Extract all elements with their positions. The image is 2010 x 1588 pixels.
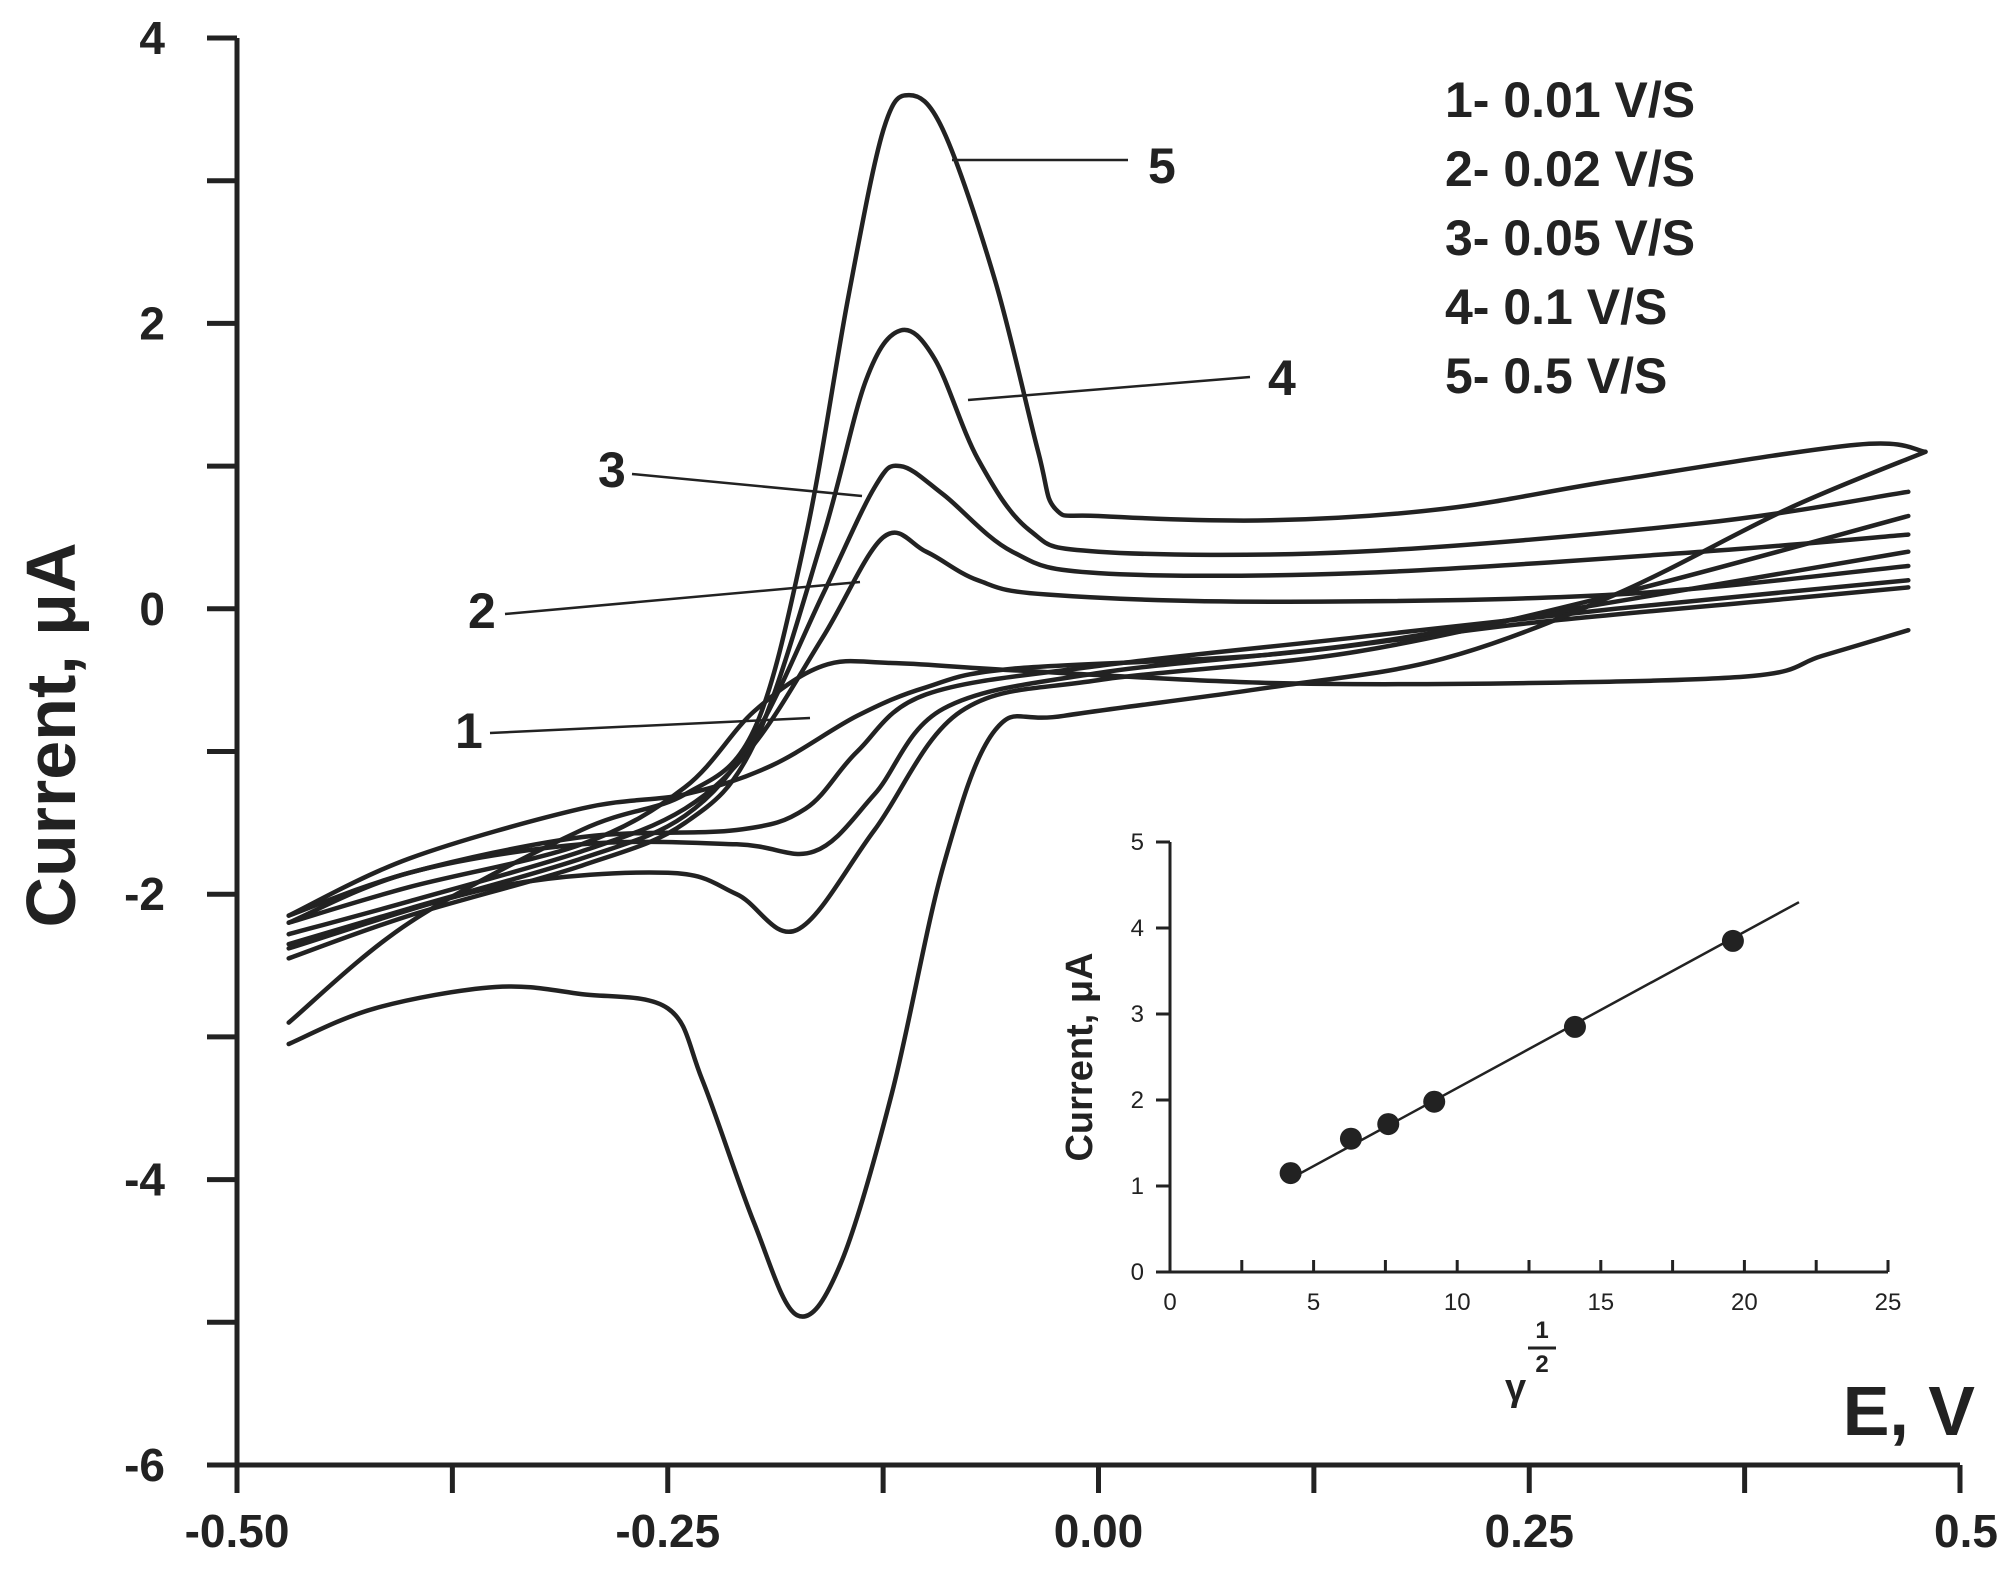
- inset-data-point: [1339, 1127, 1362, 1150]
- inset-x-tick-label: 25: [1875, 1289, 1902, 1316]
- curve-4-forward: [286, 327, 1911, 961]
- y-tick-label: -6: [124, 1439, 165, 1491]
- inset-y-tick-label: 1: [1131, 1173, 1144, 1200]
- legend-entry: 1- 0.01 V/S: [1445, 72, 1695, 128]
- legend: 1- 0.01 V/S 2- 0.02 V/S 3- 0.05 V/S 4- 0.1 …: [1445, 72, 1695, 404]
- inset-x-tick-label: 15: [1587, 1289, 1614, 1316]
- x-tick-label: 0.5: [1934, 1505, 1998, 1557]
- y-tick-label: -2: [124, 868, 165, 920]
- curve-1-reverse: [286, 585, 1911, 918]
- y-tick-label: 4: [139, 12, 165, 64]
- leader-line-3: [631, 472, 863, 498]
- curve-2-forward: [286, 530, 1911, 937]
- inset-x-exponent-numerator: 1: [1535, 1317, 1548, 1344]
- curve-5-forward: [286, 92, 1928, 1025]
- inset-data-point: [1563, 1015, 1586, 1038]
- curve-5-reverse: [286, 449, 1928, 1319]
- main-axes: -0.50 -0.25 0.00 0.25 0.5 -6 -4 -2 0 2 4 Current, μ…: [12, 12, 1998, 1557]
- inset-data-point: [1721, 929, 1744, 952]
- inset-x-tick-label: 10: [1444, 1289, 1471, 1316]
- x-axis-title: E, V: [1843, 1372, 1976, 1450]
- curve-4-reverse: [286, 513, 1911, 951]
- main-curves: [286, 92, 1928, 1319]
- legend-entry: 3- 0.05 V/S: [1445, 210, 1695, 266]
- curve-label-3: 3: [598, 442, 626, 498]
- legend-entry: 2- 0.02 V/S: [1445, 141, 1695, 197]
- curve-label-4: 4: [1268, 350, 1296, 406]
- y-axis-title: Current, μA: [12, 542, 90, 927]
- leader-line-4: [967, 375, 1251, 402]
- x-tick-label: -0.50: [185, 1505, 290, 1557]
- inset-x-tick-label: 5: [1307, 1289, 1320, 1316]
- inset-data-point: [1279, 1162, 1302, 1185]
- curve-label-1: 1: [455, 703, 483, 759]
- inset-y-tick-label: 0: [1131, 1259, 1144, 1286]
- x-tick-label: 0.00: [1054, 1505, 1144, 1557]
- inset-data-point: [1423, 1090, 1446, 1113]
- inset-y-tick-label: 2: [1131, 1087, 1144, 1114]
- inset-y-axis-title: Current, μA: [1059, 952, 1101, 1161]
- inset-y-tick-label: 4: [1131, 915, 1144, 942]
- inset-y-tick-label: 3: [1131, 1001, 1144, 1028]
- legend-entry: 5- 0.5 V/S: [1445, 348, 1667, 404]
- inset-x-tick-label: 20: [1731, 1289, 1758, 1316]
- inset-fit-line: [1284, 901, 1800, 1183]
- y-tick-label: 2: [139, 297, 165, 349]
- curve-2-reverse: [286, 578, 1911, 918]
- y-tick-label: -4: [124, 1154, 165, 1206]
- inset-x-exponent-denominator: 2: [1535, 1351, 1548, 1378]
- inset-y-tick-label: 5: [1131, 829, 1144, 856]
- leader-line-1: [489, 716, 811, 735]
- x-tick-label: -0.25: [615, 1505, 720, 1557]
- curve-3-forward: [286, 463, 1911, 947]
- curve-label-2: 2: [468, 583, 496, 639]
- curve-annotations: 1 2 3 4 5: [455, 138, 1296, 759]
- legend-entry: 4- 0.1 V/S: [1445, 279, 1667, 335]
- curve-label-5: 5: [1148, 138, 1176, 194]
- inset-x-tick-label: 0: [1163, 1289, 1176, 1316]
- inset-data-point: [1377, 1113, 1400, 1136]
- inset-x-axis-title: γ: [1505, 1367, 1526, 1409]
- x-tick-label: 0.25: [1484, 1505, 1574, 1557]
- y-tick-label: 0: [139, 583, 165, 635]
- leader-line-2: [504, 580, 861, 616]
